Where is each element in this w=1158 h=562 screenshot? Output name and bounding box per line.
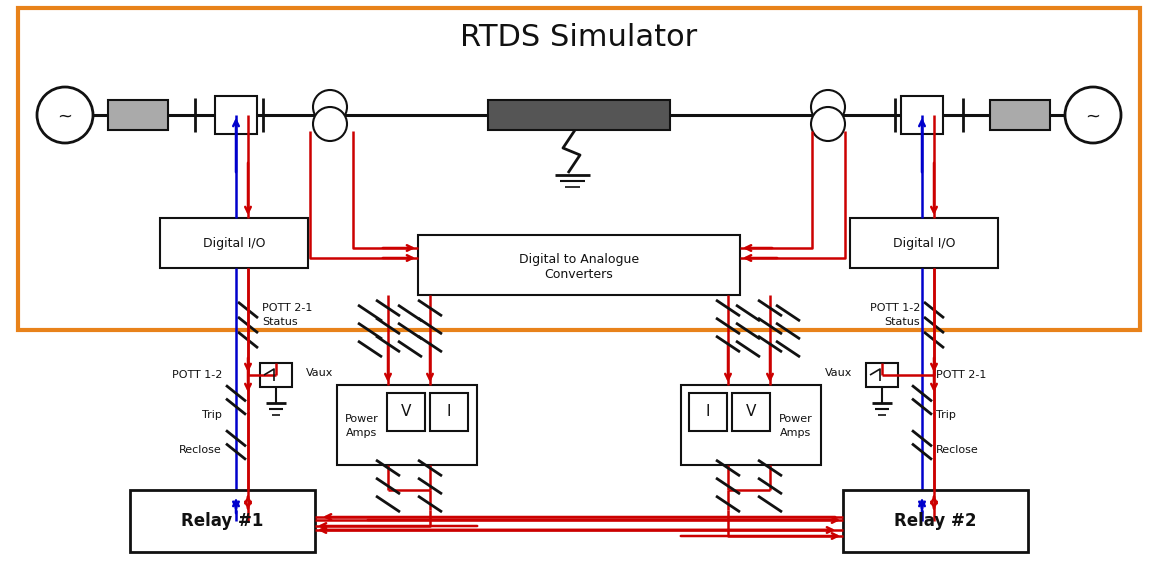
Bar bbox=[19, 8, 1139, 330]
Bar bbox=[387, 393, 425, 431]
Text: Vaux: Vaux bbox=[824, 368, 852, 378]
Circle shape bbox=[37, 87, 93, 143]
Text: V: V bbox=[401, 405, 411, 419]
Bar bbox=[732, 393, 770, 431]
Text: Digital I/O: Digital I/O bbox=[893, 237, 955, 250]
Text: Power: Power bbox=[345, 414, 379, 424]
Text: Digital to Analogue: Digital to Analogue bbox=[519, 252, 639, 265]
Text: ~: ~ bbox=[58, 108, 73, 126]
Bar bbox=[866, 363, 897, 387]
Text: Status: Status bbox=[885, 317, 919, 327]
Text: Trip: Trip bbox=[936, 410, 955, 420]
Bar bbox=[418, 235, 740, 295]
Text: Relay #1: Relay #1 bbox=[182, 512, 264, 530]
Circle shape bbox=[313, 90, 347, 124]
Text: I: I bbox=[705, 405, 710, 419]
Text: POTT 1-2: POTT 1-2 bbox=[171, 370, 222, 380]
Bar bbox=[430, 393, 468, 431]
Text: Reclose: Reclose bbox=[179, 445, 222, 455]
Circle shape bbox=[811, 90, 845, 124]
Bar bbox=[108, 100, 168, 130]
Bar bbox=[681, 385, 821, 465]
Text: Trip: Trip bbox=[203, 410, 222, 420]
Text: Amps: Amps bbox=[780, 428, 812, 438]
Bar bbox=[130, 490, 315, 552]
Text: Status: Status bbox=[262, 317, 298, 327]
Circle shape bbox=[811, 107, 845, 141]
Text: POTT 2-1: POTT 2-1 bbox=[936, 370, 987, 380]
Text: V: V bbox=[746, 405, 756, 419]
Bar bbox=[488, 100, 670, 130]
Text: Relay #2: Relay #2 bbox=[894, 512, 976, 530]
Text: Vaux: Vaux bbox=[306, 368, 334, 378]
Bar bbox=[901, 96, 943, 134]
Text: Digital I/O: Digital I/O bbox=[203, 237, 265, 250]
Text: Amps: Amps bbox=[346, 428, 378, 438]
Text: RTDS Simulator: RTDS Simulator bbox=[461, 24, 697, 52]
Circle shape bbox=[1065, 87, 1121, 143]
Text: POTT 2-1: POTT 2-1 bbox=[262, 303, 313, 313]
Text: Reclose: Reclose bbox=[936, 445, 979, 455]
Bar bbox=[843, 490, 1028, 552]
Bar bbox=[850, 218, 998, 268]
Bar bbox=[215, 96, 257, 134]
Text: I: I bbox=[447, 405, 452, 419]
Circle shape bbox=[313, 107, 347, 141]
Text: POTT 1-2: POTT 1-2 bbox=[870, 303, 919, 313]
Text: Power: Power bbox=[779, 414, 813, 424]
Text: Converters: Converters bbox=[544, 268, 614, 280]
Bar bbox=[261, 363, 292, 387]
Text: ~: ~ bbox=[1085, 108, 1100, 126]
Bar bbox=[337, 385, 477, 465]
Bar bbox=[689, 393, 727, 431]
Bar bbox=[160, 218, 308, 268]
Bar bbox=[990, 100, 1050, 130]
